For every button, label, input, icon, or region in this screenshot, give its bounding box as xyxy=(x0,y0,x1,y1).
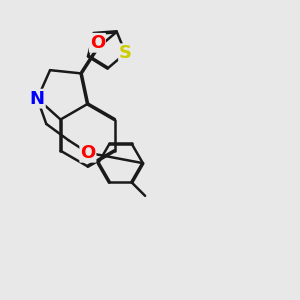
Text: O: O xyxy=(90,34,105,52)
Text: S: S xyxy=(119,44,132,62)
Text: N: N xyxy=(30,90,45,108)
Text: O: O xyxy=(80,144,95,162)
